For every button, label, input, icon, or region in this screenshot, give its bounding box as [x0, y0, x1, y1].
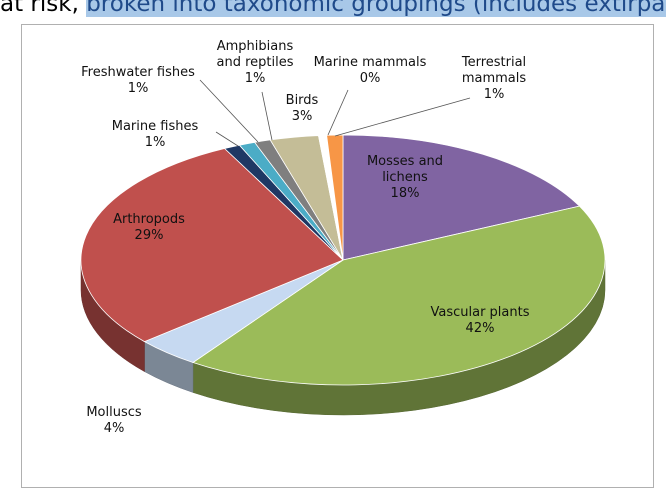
leader-line-terrestrial-mammals	[334, 97, 471, 137]
slice-label-molluscs: Molluscs 4%	[86, 405, 142, 436]
slice-arthropods	[80, 148, 344, 343]
slice-mosses-and-lichens	[342, 134, 581, 261]
slice-vascular-plants	[192, 205, 606, 386]
leader-line-marine-mammals	[327, 89, 349, 136]
title-part-2: broken into taxonomic groupings (include…	[86, 0, 666, 17]
slice-label-vascular-plants: Vascular plants 42%	[430, 305, 529, 336]
slice-label-terrestrial-mammals: Terrestrial mammals 1%	[461, 55, 527, 102]
leader-line-amphibians-and-reptiles	[261, 91, 273, 141]
label-group: Mosses and lichens 18% Vascular plants 42% Mo…	[81, 39, 530, 436]
slice-label-freshwater-fishes: Freshwater fishes 1%	[81, 65, 195, 96]
pie-top-group	[80, 134, 606, 386]
slice-label-birds: Birds 3%	[286, 93, 319, 124]
leader-line-marine-fishes	[215, 131, 239, 147]
leader-line-freshwater-fishes	[199, 79, 259, 143]
title-part-1: at risk,	[0, 0, 87, 17]
slice-label-mosses-and-lichens: Mosses and lichens 18%	[367, 154, 443, 201]
pie-side-group	[80, 259, 606, 416]
slice-terrestrial-mammals	[326, 134, 344, 261]
slice-label-marine-fishes: Marine fishes 1%	[112, 119, 199, 150]
page-title: at risk, broken into taxonomic groupings…	[0, 0, 666, 22]
slice-label-arthropods: Arthropods 29%	[113, 212, 185, 243]
slice-label-amphibians-and-reptiles: Amphibians and reptiles 1%	[217, 39, 294, 86]
slice-label-marine-mammals: Marine mammals 0%	[314, 55, 427, 86]
